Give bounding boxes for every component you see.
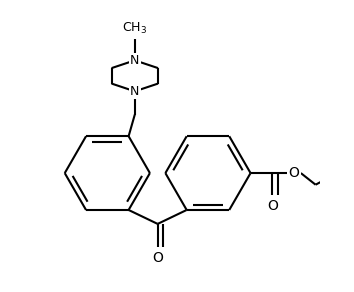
Text: CH$_3$: CH$_3$ (122, 20, 147, 36)
Text: N: N (130, 85, 139, 98)
Text: O: O (267, 199, 278, 213)
Text: O: O (289, 166, 299, 180)
Text: N: N (130, 54, 139, 67)
Text: O: O (152, 251, 163, 265)
